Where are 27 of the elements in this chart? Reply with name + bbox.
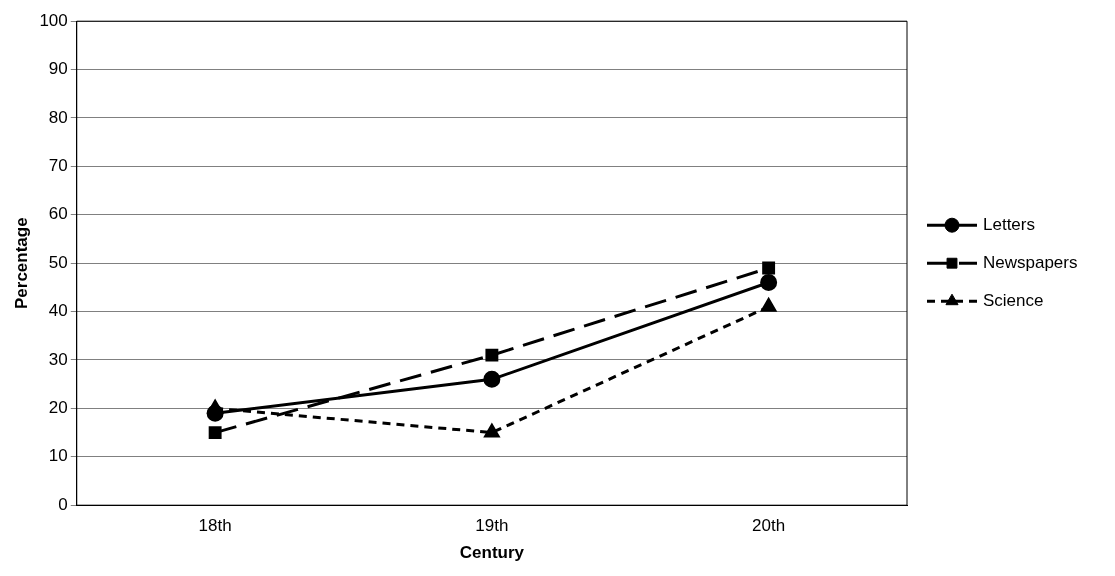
point (208, 426, 222, 440)
y-tick-label: 0 (58, 494, 68, 514)
point (485, 348, 499, 362)
point (207, 399, 223, 414)
y-tick-label: 90 (48, 59, 68, 79)
x-axis-title: Century (459, 543, 525, 563)
y-tick-label: 40 (48, 301, 68, 321)
y-tick-label: 100 (39, 10, 68, 30)
x-tick-label: 18th (198, 516, 232, 536)
legend-label: Newspapers (983, 252, 1078, 272)
y-tick-label: 80 (48, 107, 68, 127)
point (760, 274, 778, 292)
x-tick-label: 20th (752, 516, 786, 536)
y-axis-title: Percentage (11, 217, 31, 310)
y-tick-label: 10 (48, 446, 68, 466)
point (762, 261, 776, 275)
y-tick-label: 60 (48, 204, 68, 224)
point (484, 424, 500, 438)
x-tick-label: 19th (475, 516, 509, 536)
y-tick-label: 70 (48, 156, 68, 176)
point (761, 298, 777, 312)
point (483, 370, 501, 388)
legend-label: Science (983, 290, 1044, 310)
y-tick-label: 20 (48, 398, 68, 418)
legend-label: Letters (983, 214, 1035, 234)
y-tick-label: 50 (48, 252, 68, 272)
y-tick-label: 30 (48, 349, 68, 369)
